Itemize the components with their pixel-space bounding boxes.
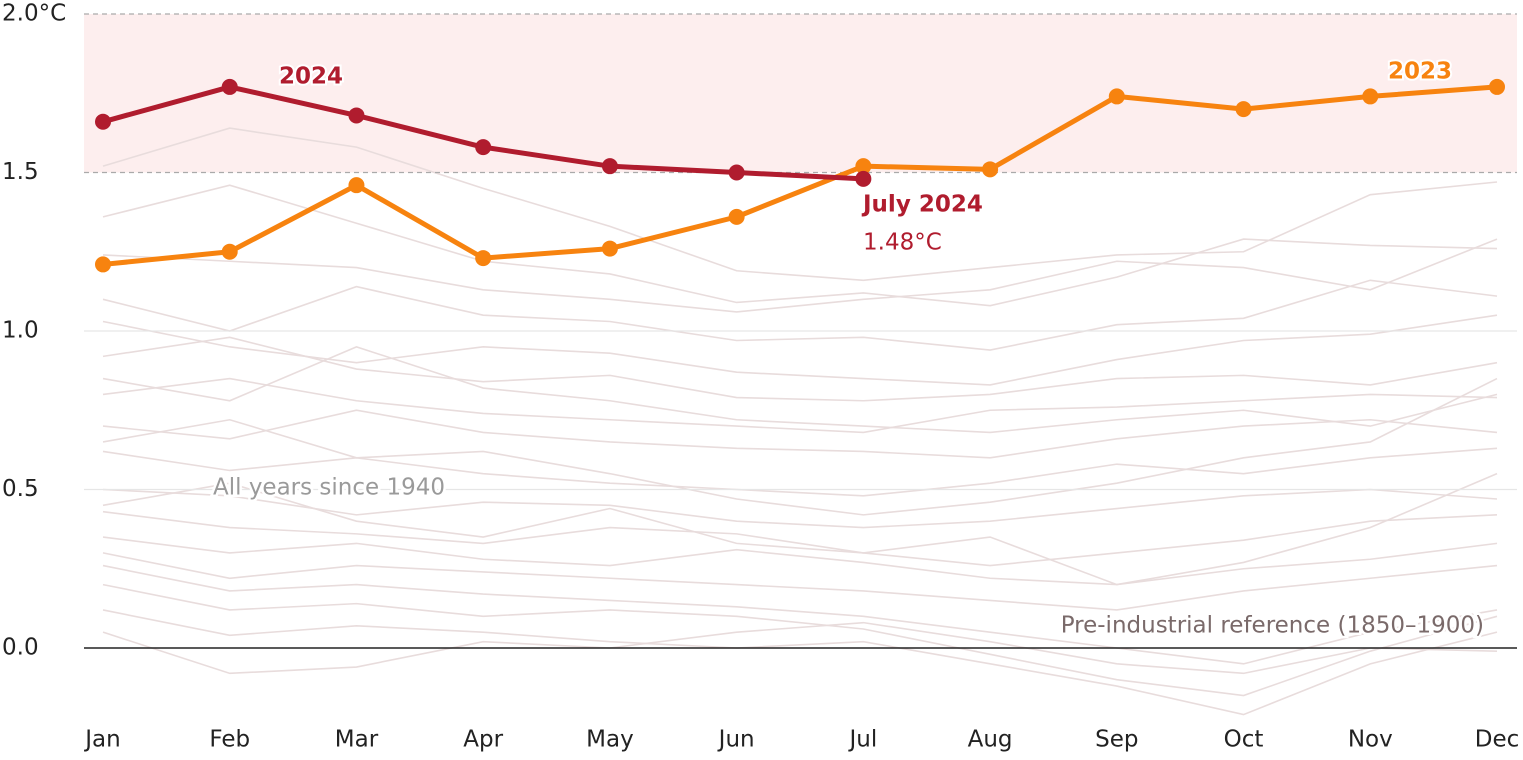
x-tick-label: Jan	[83, 727, 120, 753]
data-point	[221, 78, 238, 95]
background-line	[102, 447, 1498, 497]
background-line	[102, 345, 1498, 434]
y-tick-label: 0.0	[2, 635, 39, 661]
data-point	[348, 177, 365, 194]
data-point	[475, 250, 492, 267]
data-point	[221, 243, 238, 260]
x-tick-label: Dec	[1475, 727, 1520, 753]
background-line	[102, 583, 1498, 697]
reference-label: Pre-industrial reference (1850–1900)	[1061, 613, 1484, 639]
background-line	[102, 336, 1498, 402]
data-point	[95, 113, 111, 130]
background-line	[102, 127, 1498, 282]
background-label: All years since 1940	[213, 475, 445, 501]
background-line	[102, 279, 1498, 351]
x-tick-label: Jul	[847, 727, 877, 753]
data-point	[1108, 88, 1125, 105]
x-tick-label: Aug	[968, 727, 1013, 753]
data-point	[855, 158, 872, 175]
data-point	[1489, 78, 1505, 95]
x-tick-label: Mar	[335, 727, 379, 753]
data-point	[1235, 101, 1252, 118]
x-tick-label: Nov	[1348, 727, 1393, 753]
background-line	[102, 621, 1498, 675]
data-point	[982, 161, 999, 178]
data-point	[601, 158, 618, 175]
data-point	[728, 208, 745, 225]
background-line	[102, 510, 1498, 567]
annotation-value: 1.48°C	[863, 230, 942, 256]
x-tick-label: Oct	[1224, 727, 1264, 753]
background-line	[102, 552, 1498, 611]
data-point	[855, 170, 872, 187]
x-tick-label: May	[586, 727, 634, 753]
background-line	[102, 377, 1498, 434]
y-tick-label: 2.0°C	[2, 1, 66, 27]
background-line	[102, 564, 1498, 665]
y-tick-label: 0.5	[2, 476, 39, 502]
x-tick-label: Feb	[209, 727, 250, 753]
background-line	[102, 536, 1498, 586]
series-label: 2024	[279, 64, 343, 90]
data-point	[601, 240, 618, 257]
background-line	[102, 472, 1498, 586]
background-line	[102, 409, 1498, 459]
data-point	[1362, 88, 1379, 105]
background-line	[102, 488, 1498, 529]
series-label: 2023	[1388, 59, 1452, 85]
background-line	[102, 314, 1498, 386]
background-line	[102, 609, 1498, 716]
y-tick-label: 1.0	[2, 318, 39, 344]
data-point	[95, 256, 111, 273]
y-tick-label: 1.5	[2, 159, 39, 185]
data-point	[475, 139, 492, 156]
series-line	[102, 84, 1498, 267]
background-line	[102, 184, 1498, 307]
x-tick-label: Jun	[717, 727, 755, 753]
background-line	[102, 238, 1498, 313]
x-tick-label: Apr	[463, 727, 503, 753]
threshold-band	[84, 14, 1517, 173]
background-line	[102, 377, 1498, 516]
x-tick-label: Sep	[1095, 727, 1138, 753]
data-point	[348, 107, 365, 124]
annotation-title: July 2024	[861, 192, 983, 218]
data-point	[728, 164, 745, 181]
